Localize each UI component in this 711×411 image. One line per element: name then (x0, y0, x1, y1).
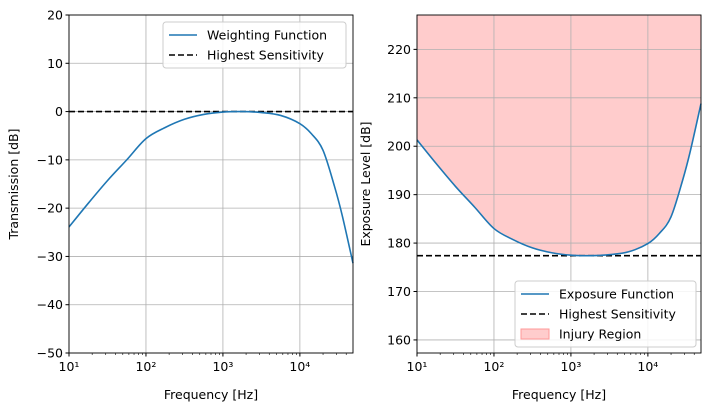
y-tick-label: 160 (387, 332, 411, 347)
legend: Exposure Function Highest Sensitivity Inju… (514, 280, 697, 348)
legend-box (162, 21, 347, 69)
x-tick-label: 10⁴ (289, 359, 310, 374)
x-tick-label: 10³ (560, 359, 581, 374)
x-tick-label: 10² (483, 359, 504, 374)
axes-frame (416, 14, 702, 354)
y-tick-label: 0 (55, 104, 63, 119)
subplot-1: 10¹ 10² 10³ 10⁴ −50 −40 −30 −20 −10 0 10 20 Frequenc… (6, 8, 354, 402)
y-tick-label: 170 (387, 284, 411, 299)
x-tick-label: 10³ (212, 359, 233, 374)
x-tick-label: 10¹ (59, 359, 80, 374)
x-tick-label: 10¹ (407, 359, 428, 374)
x-axis-label: Frequency [Hz] (512, 387, 606, 402)
legend-label: Weighting Function (207, 28, 327, 43)
y-tick-label: −20 (37, 201, 63, 216)
subplot-2: 10¹ 10² 10³ 10⁴ 160 170 180 190 200 210 220 Frequen… (358, 14, 702, 402)
y-tick-label: −10 (37, 152, 63, 167)
y-tick-label: 180 (387, 236, 411, 251)
legend: Weighting Function Highest Sensitivity (162, 21, 347, 69)
y-tick-label: −40 (37, 297, 63, 312)
legend-label: Exposure Function (559, 287, 674, 302)
legend-label: Highest Sensitivity (559, 307, 676, 322)
y-tick-label: 20 (47, 8, 63, 23)
y-axis-label: Transmission [dB] (6, 129, 21, 241)
y-axis-label: Exposure Level [dB] (358, 121, 373, 246)
x-axis-label: Frequency [Hz] (164, 387, 258, 402)
legend-label: Injury Region (559, 327, 641, 342)
injury-region-fill (417, 15, 701, 256)
axes-frame (68, 14, 354, 354)
legend-swatch-fill (520, 328, 550, 340)
y-tick-label: 220 (387, 42, 411, 57)
exposure-function-line (416, 103, 702, 257)
y-tick-label: 10 (47, 56, 63, 71)
y-tick-label: 190 (387, 187, 411, 202)
x-tick-label: 10⁴ (637, 359, 658, 374)
legend-box (514, 280, 697, 348)
x-tick-label: 10² (135, 359, 156, 374)
y-tick-label: 210 (387, 90, 411, 105)
y-tick-label: −50 (37, 346, 63, 361)
weighting-function-line (68, 110, 354, 264)
y-tick-label: −30 (37, 249, 63, 264)
y-tick-label: 200 (387, 139, 411, 154)
legend-label: Highest Sensitivity (207, 48, 324, 63)
